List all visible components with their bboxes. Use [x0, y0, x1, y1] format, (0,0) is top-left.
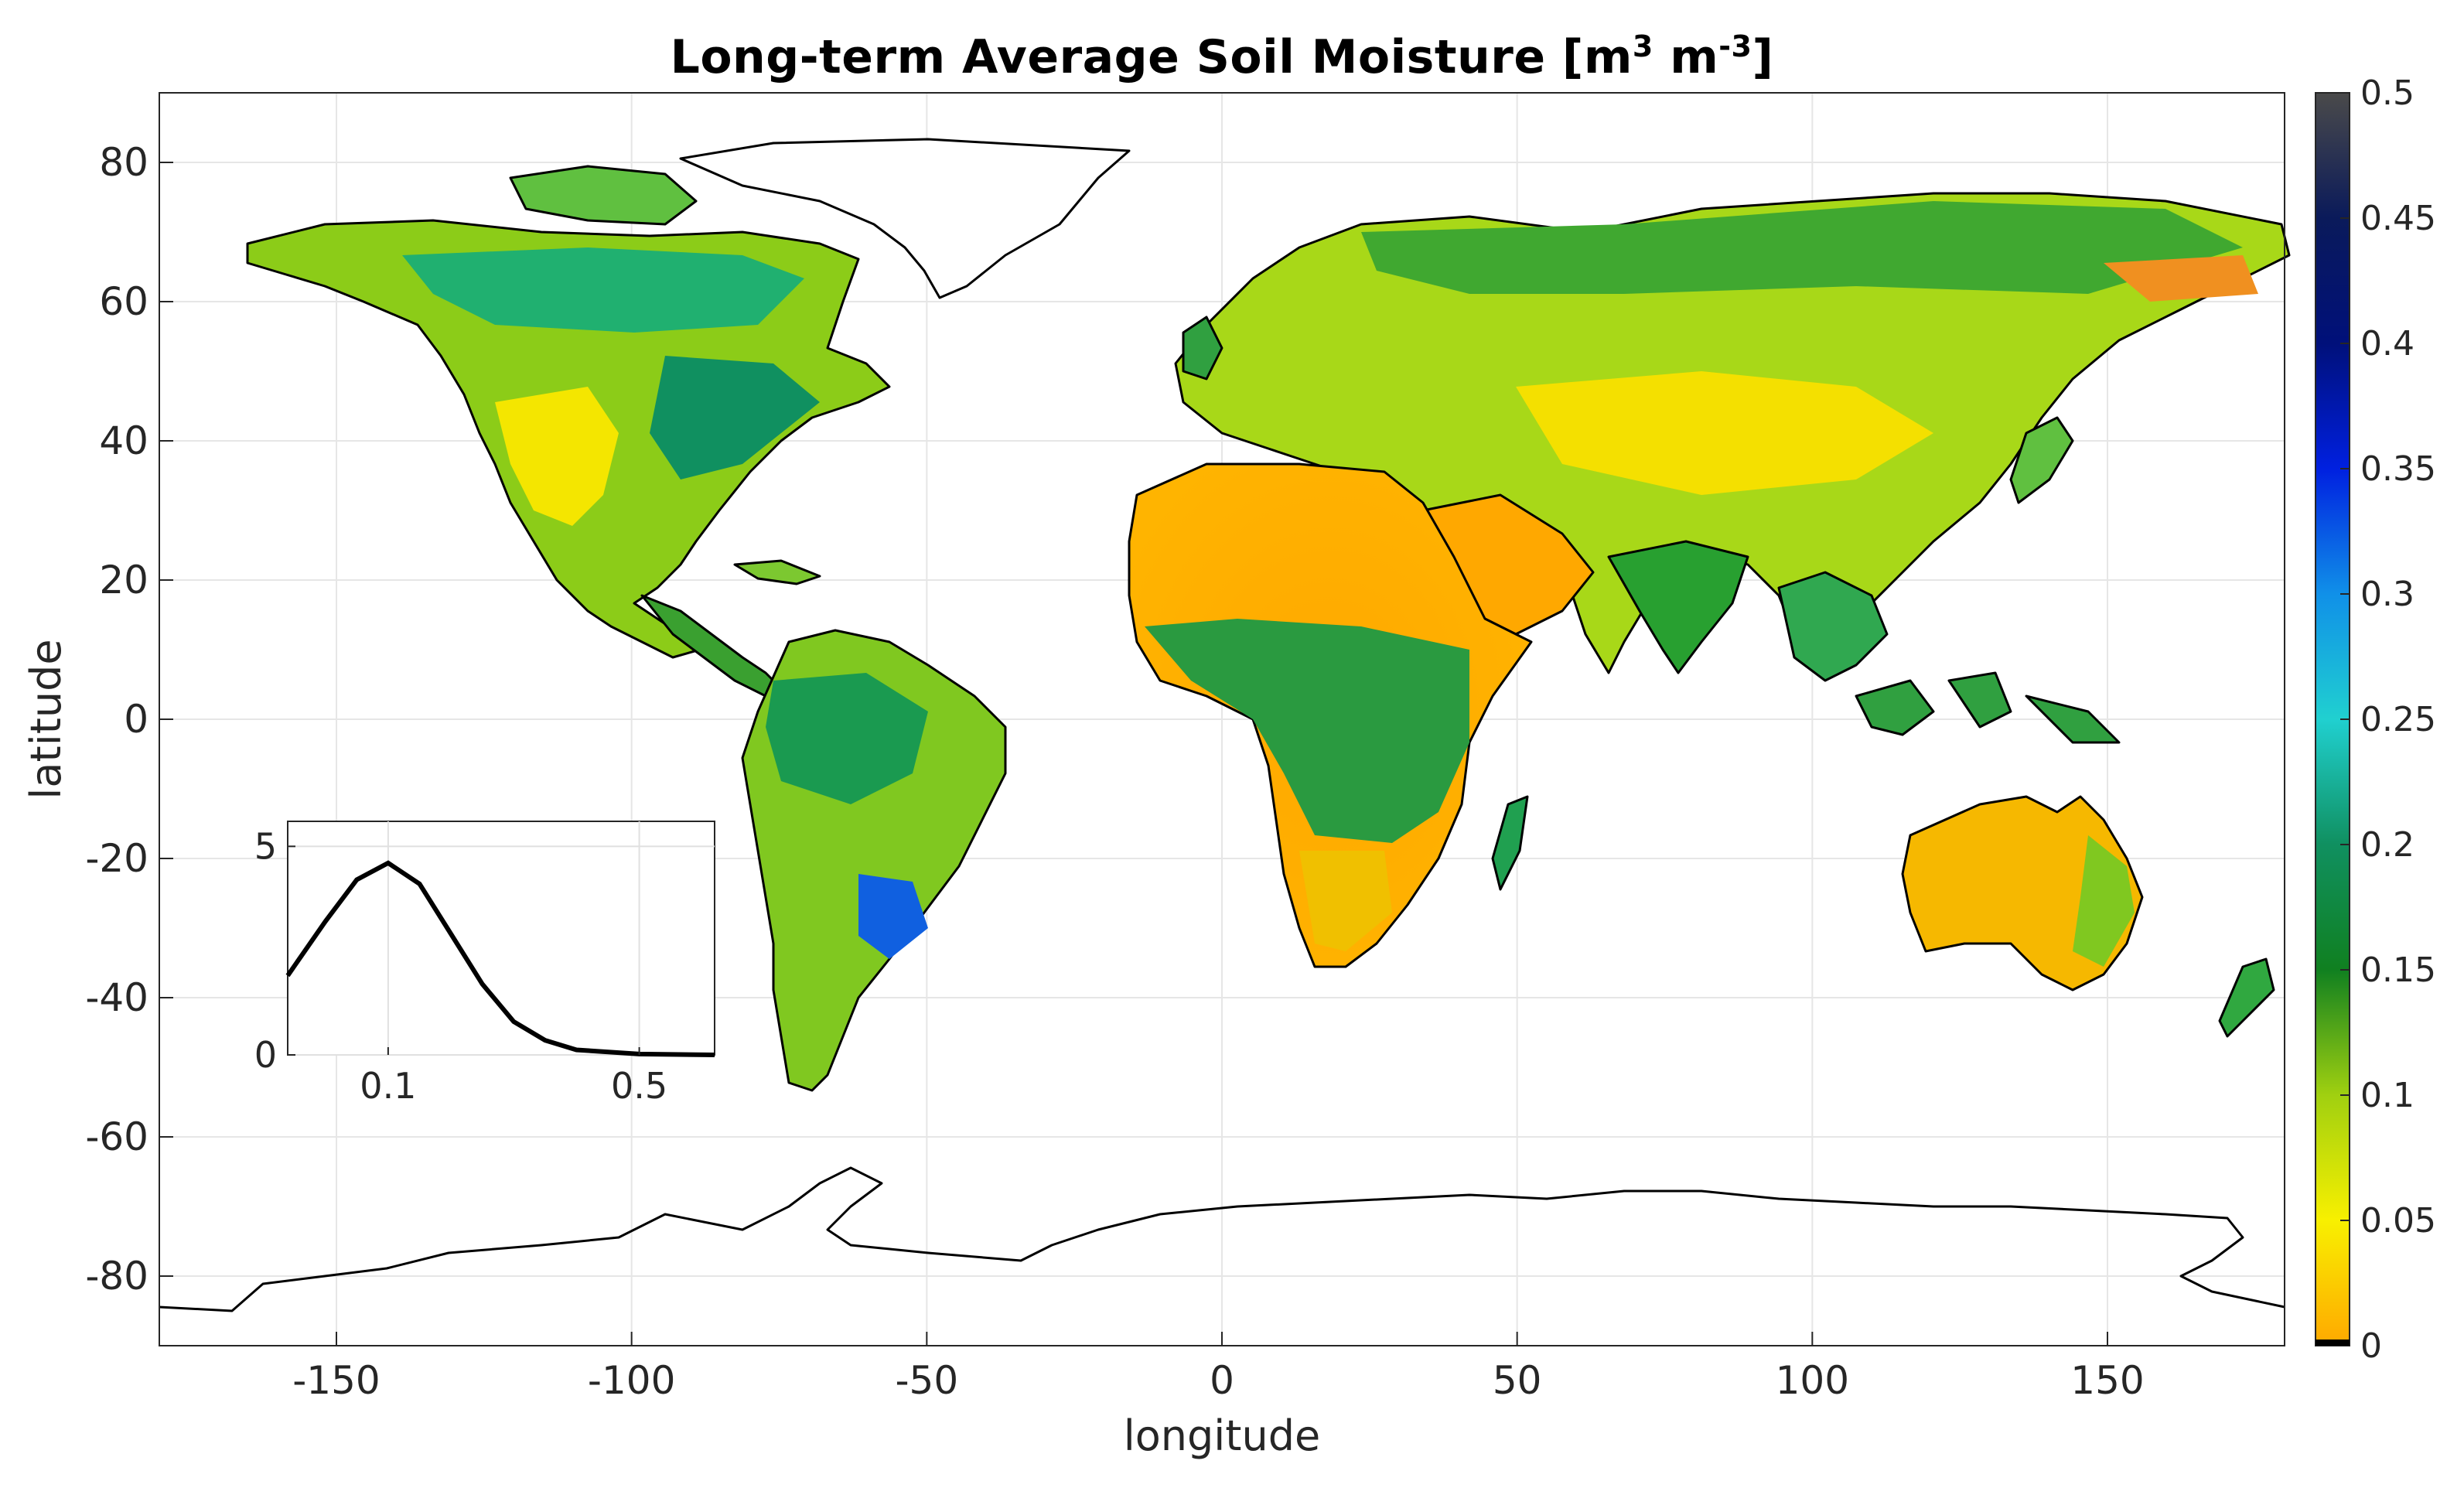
colorbar-tick-label: 0.25 — [2360, 700, 2436, 739]
colorbar-tick-label: 0.05 — [2360, 1201, 2436, 1241]
southeast-asia-landmass — [1777, 571, 1889, 682]
inset-x-tick-label: 0.5 — [611, 1065, 667, 1107]
colorbar-tick-label: 0.3 — [2360, 575, 2415, 614]
colorbar-tick-label: 0.1 — [2360, 1076, 2415, 1115]
x-axis-label: longitude — [1124, 1411, 1320, 1460]
inset-y-tick-label: 5 — [254, 825, 277, 867]
siberia-green — [1361, 201, 2243, 294]
inset-ticks: 0.1 0.5 5 0 — [254, 825, 667, 1107]
colorbar-zero-segment — [2316, 1340, 2350, 1346]
africa-south-dry — [1299, 851, 1392, 951]
y-tick-label: 20 — [99, 558, 148, 602]
amazon-wet — [766, 673, 928, 804]
inset-y-tick-label: 0 — [254, 1034, 277, 1076]
x-tick-label: -150 — [292, 1358, 380, 1403]
y-tick-label: -60 — [85, 1114, 148, 1159]
east-siberia-dry — [2104, 255, 2258, 302]
india-landmass — [1607, 540, 1749, 674]
inset-x-tick-label: 0.1 — [360, 1065, 416, 1107]
x-tick-label: 50 — [1493, 1358, 1542, 1403]
madagascar-island — [1491, 795, 1529, 891]
y-axis-ticks: 80 60 40 20 0 -20 -40 -60 -80 — [85, 140, 173, 1299]
x-tick-label: 100 — [1776, 1358, 1849, 1403]
colorbar-tick-label: 0 — [2360, 1326, 2382, 1366]
colorbar-tick-label: 0.35 — [2360, 449, 2436, 489]
uk-island — [1182, 316, 1223, 381]
inset-plot: 0.1 0.5 5 0 — [254, 821, 715, 1107]
canada-boreal — [402, 247, 804, 333]
colorbar-tick-label: 0.15 — [2360, 950, 2436, 990]
soil-moisture-map — [159, 138, 2291, 1312]
y-tick-label: 60 — [99, 279, 148, 324]
arctic-islands — [509, 165, 698, 226]
x-tick-label: -50 — [895, 1358, 958, 1403]
antarctica-outline — [159, 1166, 2285, 1312]
colorbar-tick-label: 0.5 — [2360, 73, 2415, 113]
north-america-west-dry — [495, 387, 619, 526]
new-zealand-island — [2218, 957, 2275, 1038]
inset-axes-box — [287, 821, 715, 1056]
cuba-island — [733, 559, 821, 585]
page-title: Long-term Average Soil Moisture [m3 m-3] — [670, 29, 1774, 84]
greenland-landmass — [679, 138, 1131, 299]
y-tick-label: 80 — [99, 140, 148, 185]
x-tick-label: -100 — [588, 1358, 675, 1403]
y-axis-label: latitude — [22, 639, 70, 799]
colorbar-tick-label: 0.4 — [2360, 324, 2415, 363]
x-tick-label: 0 — [1210, 1358, 1234, 1403]
colorbar-ticks: 0.5 0.45 0.4 0.35 0.3 0.25 0.2 0.15 0.1 0.05 0 — [2316, 73, 2436, 1366]
y-tick-label: -80 — [85, 1254, 148, 1299]
y-tick-label: 40 — [99, 418, 148, 463]
y-tick-label: 0 — [124, 697, 148, 742]
inset-density-curve — [285, 860, 715, 1057]
africa-tropics-green — [1145, 619, 1469, 843]
japan-island — [2009, 416, 2074, 504]
indonesia-islands — [1855, 671, 2121, 744]
north-america-east-wet — [650, 356, 820, 480]
colorbar-tick-label: 0.2 — [2360, 825, 2415, 865]
pampas-wet — [858, 874, 928, 959]
central-asia-dry — [1516, 371, 1933, 495]
y-tick-label: -40 — [85, 975, 148, 1020]
x-tick-label: 150 — [2070, 1358, 2144, 1403]
y-tick-label: -20 — [85, 836, 148, 881]
colorbar-tick-label: 0.45 — [2360, 199, 2436, 238]
x-axis-ticks: -150 -100 -50 0 50 100 150 — [292, 1332, 2145, 1403]
australia-east-green — [2073, 835, 2135, 967]
